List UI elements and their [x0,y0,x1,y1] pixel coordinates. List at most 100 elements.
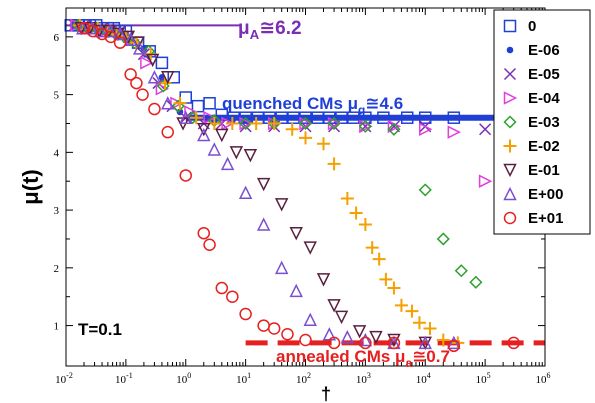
legend-label-3: E-04 [528,90,560,107]
point-s6-21 [352,325,367,339]
x-tick-label-0: 10-2 [55,371,73,386]
point-s5-14 [267,116,281,130]
legend-marker-7 [503,186,517,201]
point-s6-16 [289,226,303,241]
point-s0-16 [203,97,216,110]
legend-marker-4 [503,115,517,129]
point-s5-19 [340,192,354,206]
x-tick-label-1: 10-1 [115,371,133,386]
legend-label-0: 0 [528,18,536,35]
point-s7-9 [179,110,193,124]
y-tick-label-2: 3 [54,205,60,217]
point-s6-17 [303,241,317,255]
point-s3-8 [155,82,170,96]
legend-marker-2 [503,67,517,81]
point-s7-8 [161,96,175,110]
legend-label-4: E-03 [528,114,560,131]
point-s5-17 [317,137,331,151]
point-s3-7 [140,56,154,70]
point-s6-12 [229,146,244,160]
point-s0-28 [347,111,360,124]
point-s5-16 [299,131,312,145]
point-s5-27 [405,304,419,318]
point-s8-4 [113,36,127,49]
point-s8-1 [86,24,100,38]
point-s8-18 [281,327,294,341]
point-s6-13 [243,148,258,163]
point-s4-16 [358,119,372,133]
point-s3-21 [478,174,493,188]
series-8 [77,21,520,353]
point-s0-15 [191,99,205,113]
point-s7-15 [274,260,289,275]
point-s8-12 [203,238,216,251]
point-s6-23 [387,333,401,348]
legend: 0 E-06 E-05 E-04 E-03 E-02 E-01 E+00 E+01 [493,9,591,235]
point-s4-9 [171,99,185,113]
point-s4-15 [327,116,341,131]
legend-marker-3 [503,91,518,105]
point-s5-24 [379,272,393,286]
point-s6-11 [215,128,229,143]
series-4 [71,18,483,289]
x-tick-label-3: 101 [236,371,251,386]
point-s6-22 [369,330,383,345]
point-s8-11 [197,226,211,240]
point-s5-12 [225,116,239,130]
annotation-marker: † [321,384,331,403]
point-s0-27 [335,111,348,124]
point-s5-26 [394,298,408,312]
point-s8-21 [359,336,372,350]
point-s7-19 [340,329,355,344]
reference-label-0: μA≅6.2 [238,18,302,42]
legend-label-6: E-01 [528,162,560,179]
point-s7-20 [358,332,373,347]
point-s5-9 [173,96,187,110]
point-s8-20 [327,336,341,350]
point-s0-22 [275,111,288,124]
point-s7-17 [303,312,317,327]
point-s6-18 [316,273,331,287]
point-s5-23 [372,252,386,266]
point-s7-11 [207,142,222,156]
legend-label-1: E-06 [528,42,560,59]
data-points [64,18,520,353]
point-s8-22 [387,336,401,350]
x-tick-label-4: 102 [296,371,311,386]
legend-label-7: E+00 [528,186,563,203]
point-s8-2 [95,27,109,41]
point-s5-10 [189,111,203,125]
point-s8-13 [215,281,229,295]
point-s5-30 [436,333,450,347]
point-s4-20 [454,264,468,278]
x-axis: 10-2 10-1 100 101 102 103 104 105 106 [55,8,551,386]
legend-label-2: E-05 [528,66,560,83]
reference-lines [66,24,545,346]
point-s6-8 [161,71,175,85]
point-s4-14 [298,116,313,131]
point-s0-33 [447,111,461,124]
point-s5-29 [423,321,437,335]
point-s8-17 [267,322,281,335]
point-s8-23 [447,339,461,353]
x-tick-label-8: 106 [536,371,551,386]
point-s4-17 [387,122,401,136]
point-s8-14 [226,290,239,303]
point-s5-13 [249,116,263,130]
series-6 [74,21,432,351]
point-s0-14 [179,91,192,104]
plot-frame [65,7,546,367]
legend-marker-1 [506,46,514,54]
point-s6-7 [145,53,160,68]
point-s7-14 [256,217,271,231]
point-s7-6 [132,41,147,55]
legend-marker-6 [503,163,517,178]
x-tick-label-7: 105 [476,371,491,386]
point-s0-23 [287,111,300,124]
annotations: μA≅6.2 quenched CMs μq≅4.6 annealed CMs μa… [78,18,450,403]
point-s6-20 [334,310,349,325]
legend-label-8: E+01 [528,210,563,227]
x-tick-label-6: 104 [416,371,431,386]
point-s7-16 [289,283,303,298]
point-s8-8 [148,102,161,116]
